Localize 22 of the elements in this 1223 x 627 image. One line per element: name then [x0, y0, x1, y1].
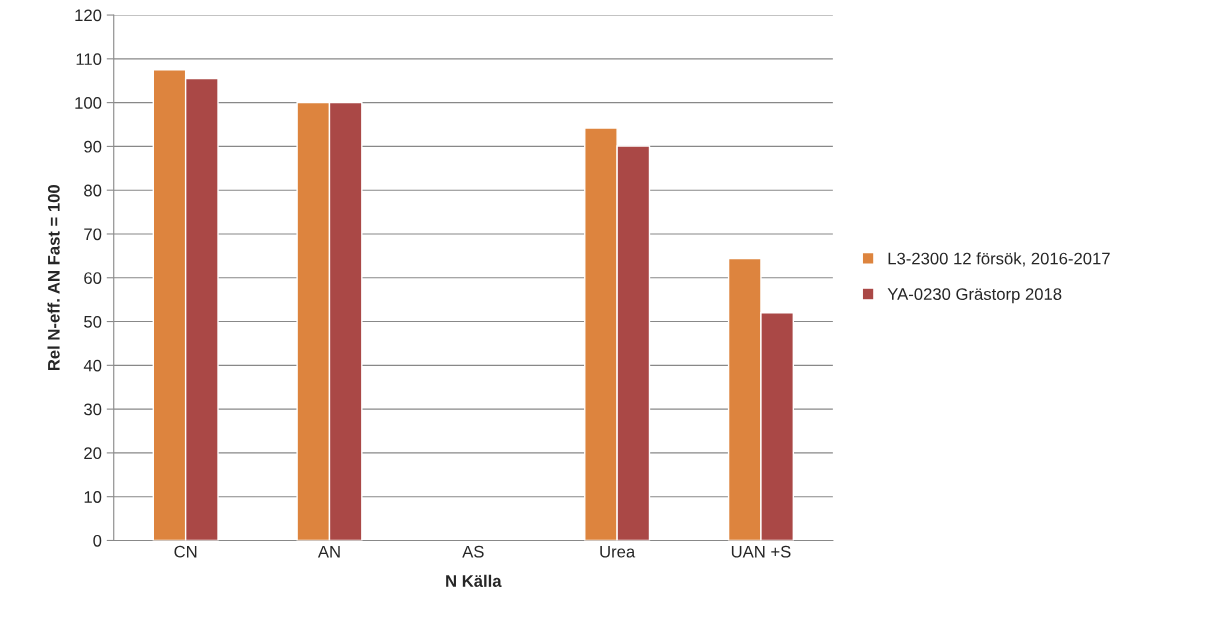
y-tick-label: 20: [84, 447, 102, 460]
legend-label: L3-2300 12 försök, 2016-2017: [888, 252, 1110, 267]
legend-label: YA-0230 Grästorp 2018: [887, 288, 1062, 304]
y-tick-label: 30: [84, 403, 102, 416]
y-tick-label: 110: [76, 53, 102, 66]
y-tick-label: 60: [84, 272, 102, 284]
y-tick-label: 50: [84, 315, 102, 328]
y-tick-label: 90: [84, 140, 102, 153]
y-tick-label: 10: [84, 491, 102, 503]
y-tick-label: 70: [84, 228, 102, 241]
y-tick-label: 80: [84, 184, 102, 197]
x-axis-title: N Källa: [446, 574, 502, 587]
y-tick-label: 40: [83, 359, 102, 372]
x-tick-label: UAN +S: [731, 545, 791, 558]
y-tick-label: 120: [75, 9, 102, 22]
y-tick-label: 0: [93, 534, 102, 547]
x-tick-label: Urea: [600, 545, 636, 558]
x-tick-label: AN: [317, 545, 340, 558]
x-tick-label: AS: [462, 545, 484, 558]
x-tick-label: CN: [174, 545, 197, 558]
y-axis-title: Rel N-eff. AN Fast = 100: [47, 184, 60, 371]
y-tick-label: 100: [75, 97, 102, 109]
